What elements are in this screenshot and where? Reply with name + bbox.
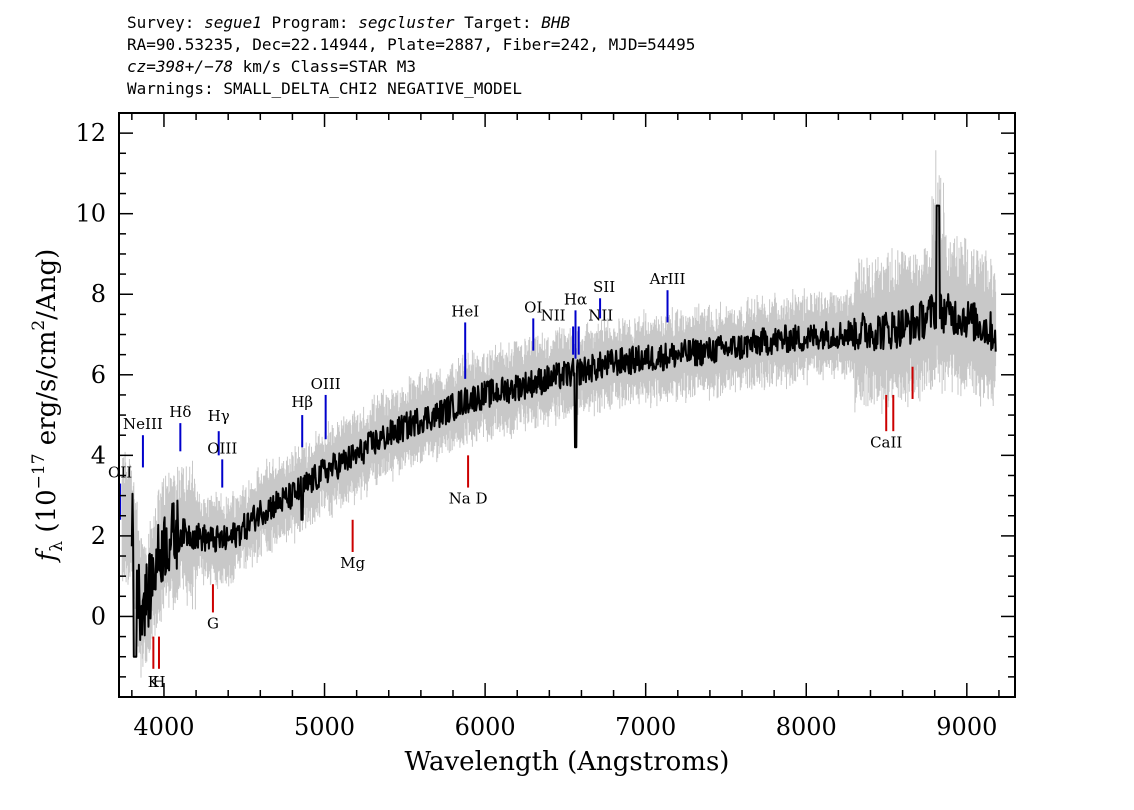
header-coordinates-line: RA=90.53235, Dec=22.14944, Plate=2887, F…	[127, 35, 696, 54]
absorption-line-label: G	[207, 615, 219, 633]
emission-line-label: Hα	[564, 290, 587, 308]
emission-line-label: NeIII	[123, 415, 163, 433]
program-label: Program:	[261, 13, 359, 32]
spectrum-header: Survey: segue1 Program: segcluster Targe…	[127, 12, 695, 100]
absorption-line-label: K	[148, 673, 160, 691]
x-tick-label: 5000	[294, 713, 355, 741]
program-value: segcluster	[358, 13, 455, 32]
y-tick-label: 2	[91, 522, 106, 550]
absorption-line-label: Mg	[340, 554, 365, 572]
emission-line-label: SII	[593, 278, 615, 296]
survey-value: segue1	[204, 13, 262, 32]
emission-line-label: Hβ	[291, 393, 313, 411]
emission-line-label: OII	[108, 463, 132, 481]
x-axis-label: Wavelength (Angstroms)	[405, 747, 730, 777]
y-tick-label: 8	[91, 280, 106, 308]
target-value: BHB	[541, 13, 571, 32]
x-tick-label: 7000	[615, 713, 676, 741]
y-axis-label-text: fλ (10−17 erg/s/cm2/Ang)	[29, 249, 67, 564]
plot-frame	[118, 112, 1016, 698]
y-tick-label: 12	[75, 119, 106, 147]
flux-line	[130, 204, 997, 658]
y-tick-label: 4	[91, 441, 106, 469]
emission-line-label: Hγ	[208, 407, 230, 425]
class-value: km/s Class=STAR M3	[232, 57, 416, 76]
header-redshift-line: cz=398+/−78 km/s Class=STAR M3	[127, 56, 695, 78]
y-tick-label: 10	[75, 200, 106, 228]
emission-line-label: OIII	[207, 439, 237, 457]
emission-line-label: OIII	[311, 375, 341, 393]
absorption-line-label: Na D	[449, 490, 488, 508]
redshift-value: cz=398+/−78	[127, 57, 233, 76]
emission-line-label: OI	[524, 298, 542, 316]
axis-ticks: 4000 5000 6000 7000 8000 9000 0 2 4 6 8 10 12	[75, 112, 1015, 741]
x-tick-label: 8000	[776, 713, 837, 741]
header-survey-line: Survey: segue1 Program: segcluster Targe…	[127, 12, 695, 34]
target-label: Target:	[454, 13, 542, 32]
emission-line-label: NII	[541, 306, 566, 324]
absorption-line-label: CaII	[870, 433, 902, 451]
error-band	[121, 150, 997, 678]
x-tick-label: 9000	[936, 713, 997, 741]
error-envelope	[121, 150, 997, 678]
flux-series	[130, 204, 997, 658]
emission-line-label: Hδ	[169, 403, 191, 421]
emission-line-label: HeI	[451, 302, 479, 320]
survey-label: Survey:	[127, 13, 205, 32]
y-axis-label: fλ (10−17 erg/s/cm2/Ang)	[29, 249, 67, 564]
header-warnings-line: Warnings: SMALL_DELTA_CHI2 NEGATIVE_MODE…	[127, 79, 522, 98]
emission-line-label: ArIII	[649, 270, 686, 288]
y-tick-label: 6	[91, 361, 106, 389]
absorption-line-label: H	[152, 673, 165, 691]
y-tick-label: 0	[91, 602, 106, 630]
x-tick-label: 6000	[455, 713, 516, 741]
x-tick-label: 4000	[133, 713, 194, 741]
spectral-line-markers: OIINeIIIHδHγOIIIHβOIIIHeIOINIIHαNIISIIAr…	[108, 270, 914, 691]
